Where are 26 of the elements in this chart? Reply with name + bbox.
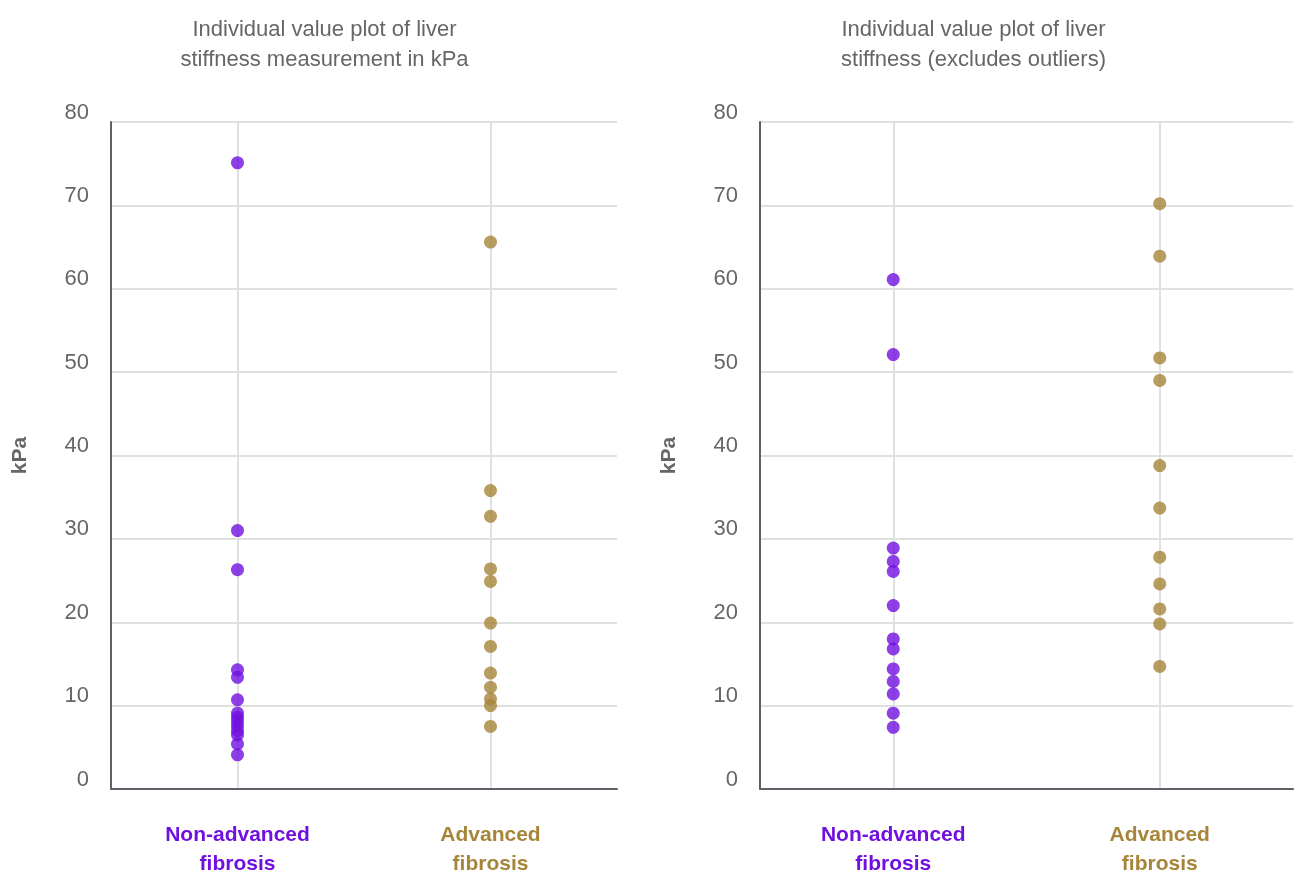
x-tick-label: Advanced fibrosis xyxy=(440,822,541,874)
y-tick-label: 70 xyxy=(64,181,89,207)
x-tick-label: Non-advanced fibrosis xyxy=(165,822,310,874)
y-tick-label: 50 xyxy=(713,348,738,374)
y-tick-label: 80 xyxy=(64,98,89,124)
y-axis-title: kPa xyxy=(656,436,679,475)
y-tick-label: 0 xyxy=(76,765,89,791)
y-tick-label: 20 xyxy=(64,598,89,624)
y-tick-label: 10 xyxy=(713,682,738,708)
chart-title: Individual value plot of liver stiffness (excludes outliers) xyxy=(841,15,1106,71)
y-tick-label: 40 xyxy=(713,432,738,457)
y-tick-label: 30 xyxy=(64,515,89,541)
y-tick-label: 30 xyxy=(713,515,738,541)
y-tick-label: 0 xyxy=(725,765,738,791)
y-tick-label: 50 xyxy=(64,348,89,374)
y-tick-label: 70 xyxy=(713,181,738,207)
y-tick-label: 10 xyxy=(64,682,89,708)
chart-title: Individual value plot of liver stiffness measurement in kPa xyxy=(180,15,470,71)
y-axis-title: kPa xyxy=(7,436,30,475)
y-tick-label: 60 xyxy=(713,265,738,291)
y-tick-label: 20 xyxy=(713,598,738,624)
y-tick-label: 40 xyxy=(64,432,89,457)
y-tick-label: 80 xyxy=(713,98,738,124)
x-tick-label: Non-advanced fibrosis xyxy=(820,822,966,874)
y-tick-label: 60 xyxy=(64,265,89,291)
x-tick-label: Advanced fibrosis xyxy=(1109,822,1210,874)
